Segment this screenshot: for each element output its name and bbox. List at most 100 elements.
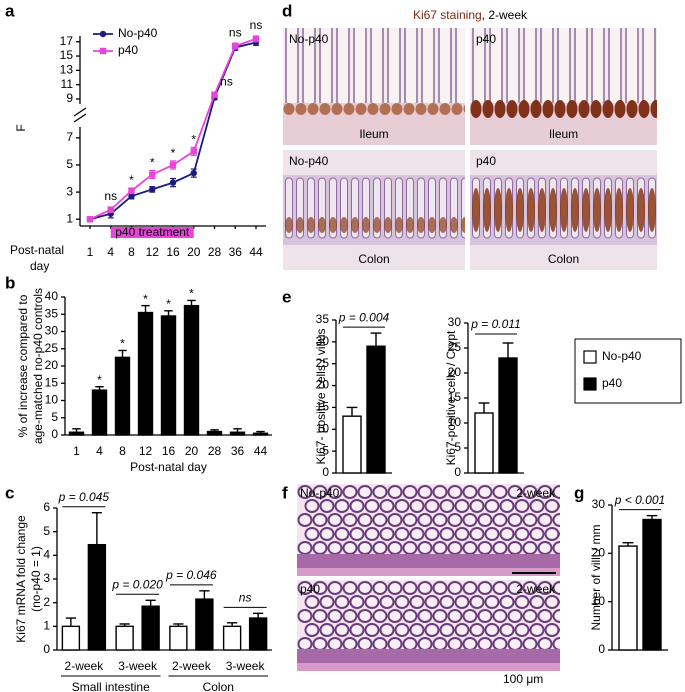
stained-nuclei: [626, 188, 634, 232]
bar: [342, 415, 362, 474]
panel-letter: e: [282, 287, 291, 306]
y-tick-label: 30: [448, 315, 462, 329]
villus-section: [469, 499, 485, 513]
villus-section: [522, 637, 538, 651]
x-tick-label: 36: [229, 245, 243, 259]
p-value: p < 0.001: [614, 493, 665, 507]
villus-section: [462, 541, 478, 555]
stained-nuclei: [516, 188, 524, 232]
stained-nuclei: [648, 188, 656, 232]
marker: [149, 186, 156, 193]
crypt: [391, 103, 403, 115]
crypt: [554, 100, 566, 118]
villus-section: [447, 581, 463, 595]
villus-section: [364, 499, 380, 513]
villus-section: [379, 499, 395, 513]
stained-nuclei: [373, 217, 381, 233]
villus-section: [409, 623, 425, 637]
villus: [421, 28, 435, 108]
villus-section: [522, 485, 538, 499]
villus-section: [544, 527, 560, 541]
crypt: [427, 103, 439, 115]
crypt: [367, 103, 379, 115]
villus-section: [522, 513, 538, 527]
villus-section: [544, 623, 560, 637]
p-value: p = 0.045: [58, 490, 110, 504]
y-tick-label: 5: [66, 157, 73, 171]
villus-section: [364, 527, 380, 541]
panel-letter: d: [282, 1, 292, 20]
title-part: Ki67 staining: [413, 8, 482, 22]
stained-nuclei: [538, 188, 546, 232]
y-tick-label: 0: [43, 642, 50, 656]
villus: [557, 28, 571, 108]
villus-section: [514, 527, 530, 541]
villus-section: [364, 595, 380, 609]
villus-section: [394, 527, 410, 541]
villus-section: [447, 609, 463, 623]
villus-section: [544, 499, 560, 513]
stained-nuclei: [307, 217, 315, 233]
y-axis-label: Ki67- positive cells / villus: [314, 328, 328, 464]
crypt: [590, 100, 602, 118]
villus-section: [357, 609, 373, 623]
image-label: 2-week: [516, 486, 556, 500]
villus-section: [327, 541, 343, 555]
villus-section: [552, 485, 560, 499]
villus-section: [379, 527, 395, 541]
villus-section: [342, 581, 358, 595]
stained-nuclei: [296, 217, 304, 233]
stained-nuclei: [615, 188, 623, 232]
x-tick-label: 16: [162, 444, 176, 458]
villus: [370, 28, 384, 108]
y-tick-label: 6: [43, 500, 50, 514]
legend-marker: [99, 47, 107, 55]
y-tick-label: 0: [598, 642, 605, 656]
villus-section: [507, 609, 523, 623]
bar: [195, 598, 214, 651]
villus-section: [334, 595, 350, 609]
villus-section: [357, 541, 373, 555]
y-tick-label: 13: [60, 63, 74, 77]
villus-section: [507, 581, 523, 595]
y-tick-label: 11: [61, 77, 74, 91]
villus-section: [319, 623, 335, 637]
villus-section: [334, 527, 350, 541]
bar: [222, 625, 242, 651]
y-tick-label: 10: [592, 594, 606, 608]
group-label: Colon: [203, 680, 234, 692]
crypt: [506, 100, 518, 118]
villus-section: [537, 609, 553, 623]
villus-section: [409, 499, 425, 513]
villus-section: [484, 527, 500, 541]
x-tick-label: 28: [208, 245, 222, 259]
villus-section: [537, 513, 553, 527]
villus-section: [417, 485, 433, 499]
villus: [336, 28, 350, 108]
villus-section: [402, 609, 418, 623]
x-tick-label: 3-week: [226, 659, 266, 673]
villus-section: [319, 499, 335, 513]
villus-section: [372, 485, 388, 499]
annotation: ns: [229, 25, 242, 39]
crypt: [463, 104, 465, 114]
villus-section: [394, 595, 410, 609]
villus-section: [507, 541, 523, 555]
y-tick-label: 30: [592, 497, 606, 511]
villus: [438, 28, 452, 108]
x-tick-label: 16: [166, 245, 180, 259]
villus-section: [462, 609, 478, 623]
bar: [68, 431, 85, 436]
y-tick-label: 10: [45, 393, 59, 407]
x-tick-label: 12: [146, 245, 160, 259]
y-tick-label: 7: [66, 130, 73, 144]
annotation: *: [166, 297, 171, 311]
crypt: [331, 103, 343, 115]
y-axis-label: Number of villi / mm: [589, 524, 603, 630]
villus-section: [552, 609, 560, 623]
image-label: No-p40: [300, 486, 340, 500]
micrograph: [283, 28, 465, 145]
annotation: ns: [250, 18, 263, 32]
villus-section: [432, 541, 448, 555]
